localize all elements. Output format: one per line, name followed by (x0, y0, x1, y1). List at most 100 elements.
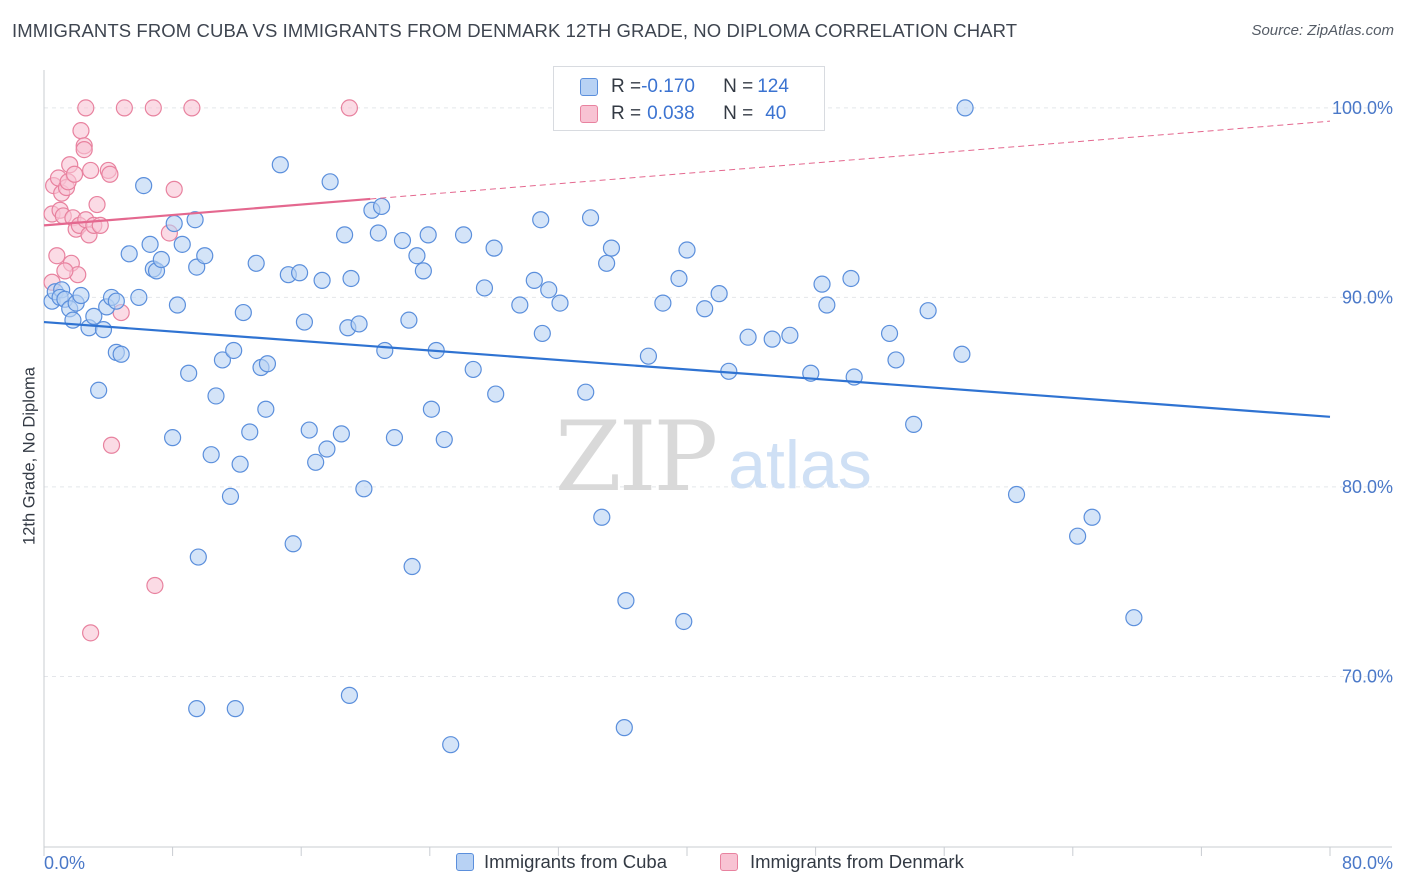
data-point-cuba (189, 548, 207, 566)
data-point-cuba (1125, 609, 1143, 627)
data-point-cuba (540, 281, 558, 299)
data-point-cuba (511, 296, 529, 314)
data-point-cuba (953, 345, 971, 363)
data-point-cuba (422, 400, 441, 418)
trend-line-denmark-extension (370, 120, 1331, 200)
data-point-cuba (813, 275, 831, 293)
legend-n-value: 40 (765, 103, 787, 124)
data-point-cuba (152, 250, 170, 269)
data-point-cuba (393, 231, 412, 250)
data-point-cuba (670, 269, 688, 288)
legend-r-value: -0.170 (641, 76, 695, 97)
x-tick-label: 0.0% (44, 853, 85, 873)
data-point-denmark (82, 624, 100, 642)
y-tick-label: 100.0% (1332, 98, 1393, 118)
data-point-cuba (818, 296, 836, 314)
bottom-legend-denmark[interactable]: Immigrants from Denmark (720, 851, 964, 873)
data-point-cuba (435, 430, 453, 449)
legend-swatch-cuba (580, 78, 598, 96)
data-point-cuba (419, 226, 437, 244)
data-point-cuba (221, 487, 240, 506)
data-point-cuba (196, 247, 214, 265)
data-point-cuba (551, 294, 569, 312)
data-point-cuba (258, 355, 277, 373)
data-point-cuba (593, 508, 611, 526)
data-point-denmark (340, 99, 359, 117)
y-tick-label: 90.0% (1342, 287, 1393, 307)
data-point-cuba (226, 700, 244, 718)
trend-line-cuba (43, 320, 1331, 418)
data-point-denmark (165, 180, 183, 198)
data-point-cuba (112, 345, 130, 363)
data-point-cuba (120, 245, 138, 263)
data-point-cuba (135, 177, 153, 195)
data-point-cuba (164, 429, 182, 447)
data-point-cuba (919, 302, 937, 320)
data-point-cuba (165, 214, 183, 233)
data-point-cuba (403, 557, 421, 576)
data-point-cuba (107, 292, 125, 310)
data-point-cuba (350, 315, 368, 333)
data-point-cuba (887, 351, 905, 369)
data-point-cuba (284, 535, 302, 553)
data-point-cuba (475, 279, 494, 297)
data-point-cuba (207, 387, 225, 405)
bottom-legend-cuba[interactable]: Immigrants from Cuba (456, 851, 667, 873)
data-point-cuba (94, 321, 113, 339)
data-point-cuba (710, 285, 728, 303)
data-point-cuba (64, 311, 82, 329)
legend-r-label: R = (611, 76, 642, 97)
data-point-cuba (188, 700, 206, 718)
data-point-cuba (454, 226, 473, 244)
data-point-cuba (225, 341, 243, 360)
data-point-cuba (300, 421, 318, 439)
data-point-cuba (213, 351, 232, 369)
data-point-cuba (307, 453, 325, 471)
data-point-cuba (598, 254, 616, 272)
trend-lines (43, 120, 1331, 418)
data-point-cuba (355, 480, 373, 498)
data-point-cuba (72, 286, 90, 305)
data-point-cuba (639, 347, 658, 365)
data-point-cuba (321, 173, 339, 191)
data-point-cuba (602, 239, 621, 257)
data-point-cuba (763, 330, 781, 348)
data-point-cuba (739, 328, 757, 346)
data-point-cuba (318, 440, 336, 458)
data-point-cuba (90, 381, 108, 399)
trend-line-denmark (43, 197, 371, 227)
data-point-cuba (532, 211, 550, 229)
bottom-legend-label-cuba: Immigrants from Cuba (484, 851, 667, 872)
data-point-cuba (202, 446, 220, 464)
data-point-cuba (842, 269, 860, 288)
data-point-cuba (678, 241, 696, 259)
data-point-cuba (1069, 527, 1087, 545)
axes (43, 70, 1392, 856)
data-point-denmark (72, 122, 90, 140)
data-point-cuba (85, 307, 103, 325)
data-point-cuba (956, 99, 974, 117)
watermark: ZIP atlas (555, 401, 872, 513)
data-point-cuba (385, 429, 404, 447)
data-point-cuba (234, 303, 252, 322)
data-point-denmark (75, 140, 93, 159)
legend-n-label: N = (723, 103, 754, 124)
data-point-denmark (102, 436, 121, 454)
data-point-cuba (485, 239, 503, 257)
bottom-legend-swatch-cuba (456, 853, 474, 871)
data-point-denmark (56, 262, 74, 280)
legend-row-denmark: R = 0.038 N = 40 (580, 102, 786, 126)
data-point-denmark (115, 99, 133, 117)
source-credit: Source: ZipAtlas.com (1251, 22, 1394, 39)
chart-title: IMMIGRANTS FROM CUBA VS IMMIGRANTS FROM … (12, 20, 1018, 41)
data-point-cuba (130, 288, 148, 307)
data-point-cuba (241, 423, 259, 441)
stats-legend: R = -0.170 N = 124 R = 0.038 N = 40 (553, 66, 825, 131)
data-point-cuba (905, 415, 923, 433)
data-point-denmark (65, 165, 84, 183)
data-point-cuba (1007, 485, 1026, 504)
legend-r-label: R = (611, 103, 642, 124)
data-point-denmark (101, 165, 119, 183)
data-point-cuba (141, 235, 159, 253)
